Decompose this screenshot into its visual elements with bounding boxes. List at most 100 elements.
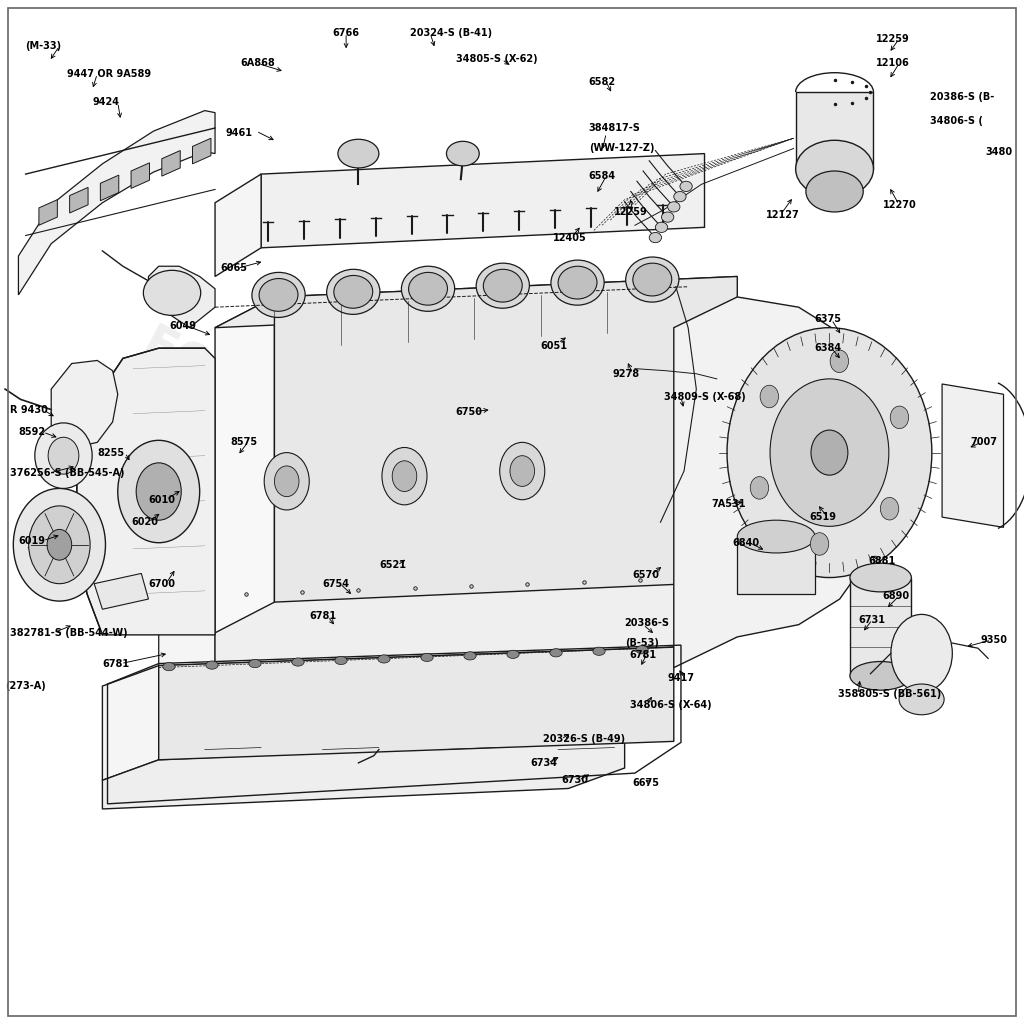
Ellipse shape	[674, 191, 686, 202]
Ellipse shape	[500, 442, 545, 500]
Text: 34809-S (X-68): 34809-S (X-68)	[664, 392, 745, 402]
Text: 6766: 6766	[333, 28, 359, 38]
Ellipse shape	[409, 272, 447, 305]
Ellipse shape	[550, 649, 562, 657]
Ellipse shape	[259, 279, 298, 311]
Text: R 9430: R 9430	[10, 404, 48, 415]
Text: 6754: 6754	[323, 579, 349, 589]
Text: (M-33): (M-33)	[26, 41, 61, 51]
Text: 12127: 12127	[766, 210, 800, 220]
Text: 6881: 6881	[868, 556, 896, 566]
Ellipse shape	[510, 456, 535, 486]
Ellipse shape	[626, 257, 679, 302]
Ellipse shape	[335, 656, 347, 665]
Text: 20324-S (B-41): 20324-S (B-41)	[410, 28, 492, 38]
Text: 6582: 6582	[589, 77, 615, 87]
Ellipse shape	[206, 662, 218, 670]
Ellipse shape	[35, 423, 92, 488]
Polygon shape	[100, 175, 119, 201]
Text: 34806-S (X-64): 34806-S (X-64)	[630, 699, 712, 710]
Ellipse shape	[806, 171, 863, 212]
Text: 12270: 12270	[883, 200, 916, 210]
Ellipse shape	[483, 269, 522, 302]
Text: (WW-127-Z): (WW-127-Z)	[589, 143, 654, 154]
Polygon shape	[674, 297, 865, 668]
Ellipse shape	[392, 461, 417, 492]
Ellipse shape	[830, 350, 849, 373]
Polygon shape	[215, 276, 737, 328]
Text: 12106: 12106	[876, 58, 909, 69]
Text: 6890: 6890	[883, 591, 909, 601]
Ellipse shape	[890, 407, 908, 429]
Ellipse shape	[274, 466, 299, 497]
Ellipse shape	[292, 658, 304, 667]
Ellipse shape	[252, 272, 305, 317]
Polygon shape	[102, 739, 625, 809]
Text: 6A868: 6A868	[241, 58, 275, 69]
Text: 6675: 6675	[633, 778, 659, 788]
Text: 12259: 12259	[614, 207, 648, 217]
Ellipse shape	[850, 662, 911, 690]
Ellipse shape	[47, 529, 72, 560]
Polygon shape	[159, 647, 674, 686]
Text: 12259: 12259	[876, 34, 909, 44]
Text: 9461: 9461	[225, 128, 252, 138]
Ellipse shape	[378, 655, 390, 664]
Text: 9417: 9417	[668, 673, 694, 683]
Text: 9350: 9350	[981, 635, 1008, 645]
Ellipse shape	[334, 275, 373, 308]
Text: FORDIFICATION.COM: FORDIFICATION.COM	[134, 322, 644, 621]
Text: 6049: 6049	[169, 321, 196, 331]
Polygon shape	[159, 647, 678, 686]
Ellipse shape	[476, 263, 529, 308]
Text: 384817-S: 384817-S	[589, 123, 641, 133]
Text: 6521: 6521	[379, 560, 406, 570]
Ellipse shape	[29, 506, 90, 584]
Ellipse shape	[421, 653, 433, 662]
Ellipse shape	[751, 476, 769, 499]
Ellipse shape	[881, 498, 899, 520]
Text: 20326-S (B-49): 20326-S (B-49)	[543, 734, 625, 744]
Polygon shape	[737, 537, 815, 594]
Ellipse shape	[48, 437, 79, 474]
Ellipse shape	[810, 532, 828, 555]
Text: 6781: 6781	[309, 611, 336, 622]
Text: 376256-S (BB-545-A): 376256-S (BB-545-A)	[10, 468, 125, 478]
Ellipse shape	[163, 663, 175, 671]
Text: 9447 OR 9A589: 9447 OR 9A589	[67, 69, 151, 79]
Polygon shape	[942, 384, 1004, 527]
Ellipse shape	[327, 269, 380, 314]
Text: 7A531: 7A531	[712, 499, 746, 509]
Polygon shape	[70, 187, 88, 213]
Ellipse shape	[850, 563, 911, 592]
Polygon shape	[159, 647, 674, 760]
Polygon shape	[215, 174, 261, 276]
Ellipse shape	[13, 488, 105, 601]
Polygon shape	[18, 111, 215, 295]
Text: 6750: 6750	[456, 407, 482, 417]
Text: 8575: 8575	[230, 437, 257, 447]
Polygon shape	[274, 276, 737, 602]
Text: 382781-S (BB-544-W): 382781-S (BB-544-W)	[10, 628, 128, 638]
Text: (273-A): (273-A)	[5, 681, 46, 691]
Ellipse shape	[737, 520, 815, 553]
Polygon shape	[94, 573, 148, 609]
Ellipse shape	[727, 328, 932, 578]
Text: 6375: 6375	[814, 314, 841, 325]
Ellipse shape	[558, 266, 597, 299]
Polygon shape	[215, 297, 274, 633]
Ellipse shape	[662, 212, 674, 222]
Ellipse shape	[118, 440, 200, 543]
Polygon shape	[159, 481, 215, 686]
Polygon shape	[850, 578, 911, 676]
Ellipse shape	[338, 139, 379, 168]
Ellipse shape	[507, 650, 519, 658]
Ellipse shape	[401, 266, 455, 311]
Text: 20386-S (B-: 20386-S (B-	[930, 92, 994, 102]
Text: 358805-S (BB-561): 358805-S (BB-561)	[838, 689, 941, 699]
Text: 6384: 6384	[814, 343, 841, 353]
Text: 6570: 6570	[633, 570, 659, 581]
Ellipse shape	[464, 652, 476, 660]
Polygon shape	[162, 151, 180, 176]
Text: 6700: 6700	[148, 579, 175, 589]
